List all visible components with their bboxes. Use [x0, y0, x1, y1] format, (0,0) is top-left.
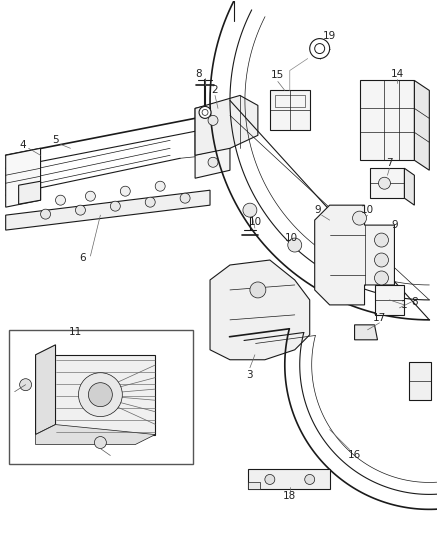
Polygon shape	[355, 325, 378, 340]
Circle shape	[208, 157, 218, 167]
Text: 10: 10	[248, 217, 261, 227]
Circle shape	[288, 238, 302, 252]
Polygon shape	[35, 345, 56, 434]
FancyBboxPatch shape	[9, 330, 193, 464]
Circle shape	[155, 181, 165, 191]
Circle shape	[374, 271, 389, 285]
Circle shape	[208, 116, 218, 125]
Circle shape	[314, 44, 325, 53]
Polygon shape	[248, 470, 330, 489]
Circle shape	[95, 437, 106, 449]
Text: 4: 4	[19, 140, 26, 150]
Text: 16: 16	[348, 449, 361, 459]
Ellipse shape	[240, 312, 276, 337]
Circle shape	[110, 201, 120, 211]
Circle shape	[305, 474, 314, 484]
Text: 18: 18	[283, 491, 297, 502]
Text: 3: 3	[247, 370, 253, 379]
Polygon shape	[414, 80, 429, 170]
Polygon shape	[270, 91, 310, 131]
Polygon shape	[6, 190, 210, 230]
Polygon shape	[410, 362, 431, 400]
Text: 5: 5	[52, 135, 59, 146]
Circle shape	[310, 38, 330, 59]
Polygon shape	[374, 285, 404, 315]
Text: 8: 8	[411, 297, 418, 307]
Text: 7: 7	[386, 158, 393, 168]
Circle shape	[202, 109, 208, 116]
Polygon shape	[404, 168, 414, 205]
Circle shape	[199, 107, 211, 118]
Text: 6: 6	[79, 253, 86, 263]
Text: 8: 8	[195, 69, 201, 78]
Polygon shape	[370, 168, 404, 198]
Polygon shape	[360, 80, 414, 160]
Text: 9: 9	[391, 220, 398, 230]
Circle shape	[120, 186, 130, 196]
Circle shape	[265, 474, 275, 484]
Circle shape	[243, 203, 257, 217]
Polygon shape	[19, 181, 41, 204]
Text: 10: 10	[285, 233, 298, 243]
Polygon shape	[248, 482, 260, 489]
Text: 2: 2	[212, 85, 218, 95]
Circle shape	[353, 211, 367, 225]
Circle shape	[88, 383, 112, 407]
Text: 17: 17	[373, 313, 386, 323]
Circle shape	[374, 253, 389, 267]
Polygon shape	[35, 425, 155, 445]
Polygon shape	[210, 260, 310, 360]
Text: 11: 11	[69, 327, 82, 337]
Circle shape	[78, 373, 122, 417]
Text: 19: 19	[323, 30, 336, 41]
Circle shape	[56, 195, 66, 205]
Circle shape	[250, 282, 266, 298]
Circle shape	[374, 233, 389, 247]
Polygon shape	[314, 205, 395, 305]
Circle shape	[41, 209, 50, 219]
Polygon shape	[195, 95, 258, 155]
Circle shape	[145, 197, 155, 207]
Polygon shape	[195, 100, 230, 178]
Text: 9: 9	[314, 205, 321, 215]
Circle shape	[75, 205, 85, 215]
Circle shape	[180, 193, 190, 203]
Circle shape	[20, 379, 32, 391]
Text: 10: 10	[361, 205, 374, 215]
Text: 1: 1	[401, 300, 408, 310]
Circle shape	[85, 191, 95, 201]
Polygon shape	[6, 148, 41, 207]
Circle shape	[378, 177, 390, 189]
Polygon shape	[35, 355, 155, 434]
Text: 15: 15	[271, 70, 284, 80]
Text: 14: 14	[391, 69, 404, 78]
